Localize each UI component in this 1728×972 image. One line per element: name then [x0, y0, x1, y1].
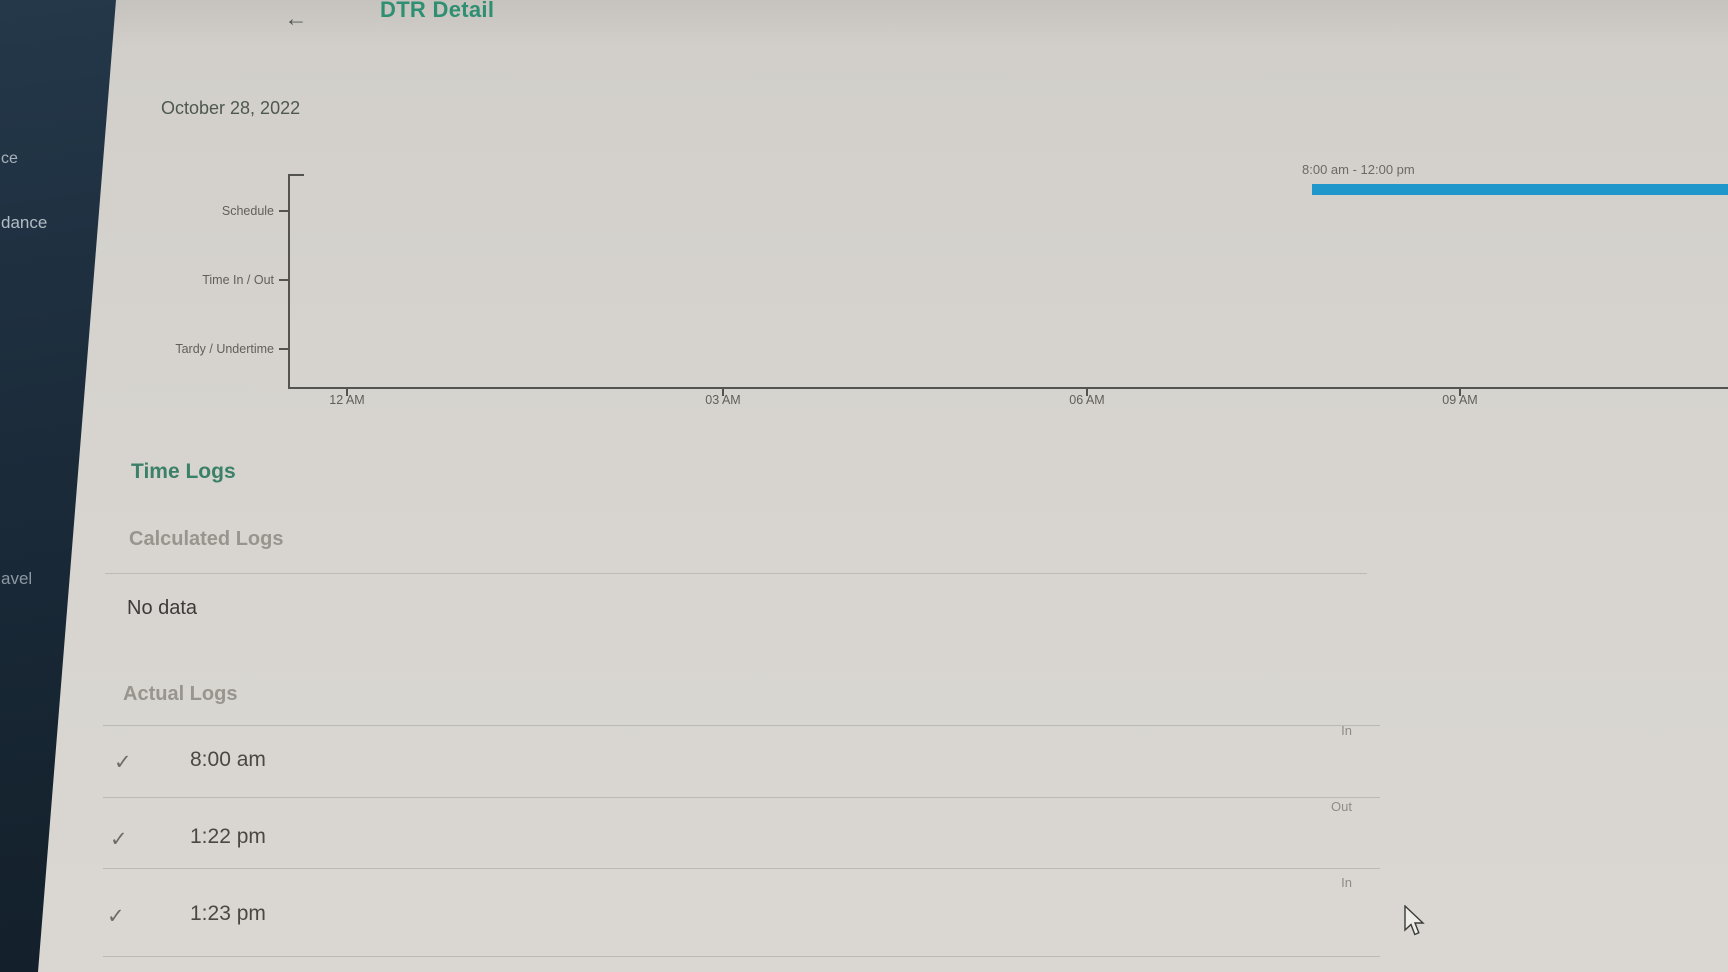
y-tick	[279, 210, 289, 212]
x-axis-label-09am: 09 AM	[1442, 393, 1478, 407]
check-icon: ✓	[110, 828, 128, 851]
check-icon: ✓	[107, 905, 125, 928]
log-row[interactable]	[103, 726, 1380, 796]
log-time: 1:23 pm	[190, 902, 266, 925]
x-axis-label-03am: 03 AM	[705, 393, 741, 407]
divider	[103, 868, 1380, 869]
sidebar-item-fragment-travel[interactable]: avel	[1, 569, 33, 588]
sidebar-item-fragment-attendance[interactable]: dance	[1, 213, 48, 232]
divider	[103, 956, 1380, 957]
schedule-bar-label: 8:00 am - 12:00 pm	[1302, 162, 1415, 177]
y-axis-line	[288, 176, 290, 388]
divider	[103, 725, 1380, 726]
record-date: October 28, 2022	[161, 98, 301, 118]
back-button[interactable]: ←	[278, 0, 314, 36]
x-axis-label-06am: 06 AM	[1069, 393, 1105, 407]
y-tick	[279, 279, 289, 281]
time-logs-title: Time Logs	[131, 460, 236, 483]
log-direction-badge: In	[1341, 875, 1352, 890]
log-direction-badge: Out	[1331, 799, 1352, 814]
check-icon: ✓	[114, 751, 132, 774]
y-tick	[279, 348, 289, 350]
sidebar-item-fragment-ce[interactable]: ce	[1, 150, 18, 167]
x-tick	[1459, 387, 1461, 396]
x-axis-line	[288, 387, 1728, 389]
log-time: 8:00 am	[190, 748, 266, 771]
x-tick	[1086, 387, 1088, 396]
schedule-bar	[1312, 184, 1728, 195]
calculated-logs-empty-text: No data	[127, 597, 198, 619]
sidebar: ce dance avel	[0, 0, 116, 972]
back-arrow-icon: ←	[284, 5, 308, 31]
app-bar: ← DTR Detail	[120, 0, 1728, 42]
x-tick	[722, 387, 724, 396]
log-time: 1:22 pm	[190, 825, 266, 848]
log-row[interactable]	[103, 869, 1380, 939]
actual-logs-title: Actual Logs	[123, 683, 238, 705]
divider	[105, 573, 1367, 574]
calculated-logs-title: Calculated Logs	[129, 528, 284, 550]
log-direction-badge: In	[1341, 723, 1352, 738]
x-tick	[346, 387, 348, 396]
page-title: DTR Detail	[380, 0, 495, 22]
y-axis-top-tick	[288, 174, 304, 176]
x-axis-label-12am: 12 AM	[329, 393, 365, 407]
mouse-cursor-icon	[1402, 904, 1428, 944]
log-row[interactable]	[103, 798, 1380, 868]
divider	[103, 797, 1380, 798]
